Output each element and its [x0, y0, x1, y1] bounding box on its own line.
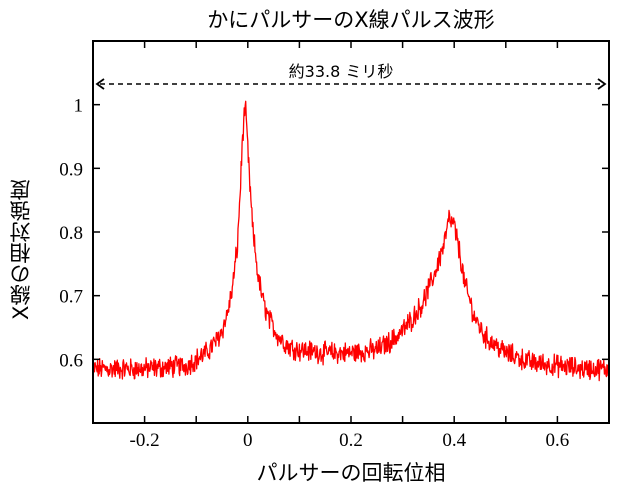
x-tick-label: 0 — [243, 430, 253, 451]
x-axis-label: パルサーの回転位相 — [256, 461, 446, 485]
y-tick-label: 0.8 — [59, 223, 83, 244]
x-tick-label: 0.4 — [442, 430, 466, 451]
arrow-head-right-icon — [597, 78, 607, 90]
chart-title: かにパルサーのX線パルス波形 — [207, 8, 495, 32]
period-label: 約33.8 ミリ秒 — [289, 62, 394, 81]
y-tick-label: 1 — [74, 96, 84, 117]
axis-ticks: -0.2 0 0.2 0.4 0.6 0.6 0.7 0.8 0.9 1 — [59, 41, 609, 451]
x-tick-label: 0.6 — [546, 430, 570, 451]
pulse-profile-line — [92, 100, 610, 382]
y-tick-label: 0.7 — [59, 287, 83, 308]
period-annotation: 約33.8 ミリ秒 — [95, 62, 607, 90]
y-tick-label: 0.6 — [59, 350, 83, 371]
x-tick-label: -0.2 — [130, 430, 160, 451]
x-tick-label: 0.2 — [339, 430, 363, 451]
y-tick-label: 0.9 — [59, 159, 83, 180]
pulse-profile-path — [92, 100, 610, 382]
arrow-head-left-icon — [95, 78, 105, 90]
